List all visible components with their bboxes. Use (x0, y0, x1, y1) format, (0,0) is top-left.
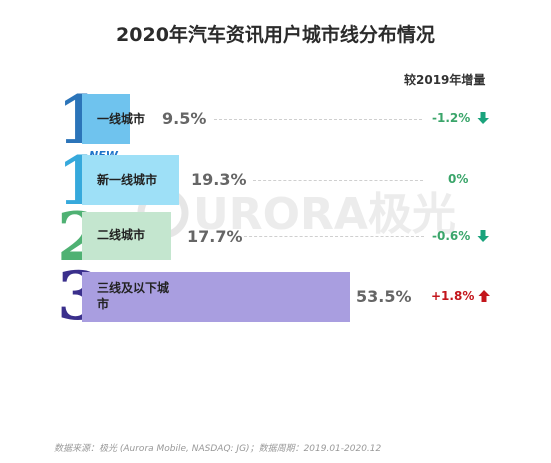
aurora-watermark-logo: URORA极光 (137, 187, 456, 240)
value-label-newtier1: 19.3% (191, 170, 247, 189)
change-label-tier1: -1.2% (432, 111, 471, 125)
aurora-watermark: URORA极光 (135, 183, 456, 243)
value-label-tier1: 9.5% (162, 109, 207, 128)
change-label-tier3: +1.8% (431, 289, 475, 303)
category-label-tier2: 二线城市 (97, 228, 146, 242)
change-column-header: 较2019年增量 (404, 73, 486, 87)
bar-tier3 (82, 272, 350, 322)
down-arrow-icon (477, 112, 489, 124)
bar-tier1 (82, 94, 130, 144)
bar-tier2 (82, 212, 171, 260)
dash-line-newtier1 (253, 180, 423, 181)
bar-newtier1 (82, 155, 179, 205)
value-label-tier3: 53.5% (356, 287, 412, 306)
dash-line-tier2 (244, 236, 424, 237)
category-label-newtier1: 新一线城市 (97, 173, 158, 187)
change-label-newtier1: 0% (448, 172, 469, 186)
value-label-tier2: 17.7% (187, 227, 243, 246)
change-label-tier2: -0.6% (432, 229, 471, 243)
data-source-footer: 数据来源：极光 (Aurora Mobile, NASDAQ: JG)；数据周期… (54, 444, 382, 454)
down-arrow-icon (477, 230, 489, 242)
up-arrow-icon (478, 290, 490, 302)
dash-line-tier1 (214, 119, 422, 120)
category-label-tier3: 三线及以下城市 (97, 281, 170, 311)
chart-title: 2020年汽车资讯用户城市线分布情况 (116, 24, 435, 46)
category-label-tier1: 一线城市 (97, 112, 146, 126)
